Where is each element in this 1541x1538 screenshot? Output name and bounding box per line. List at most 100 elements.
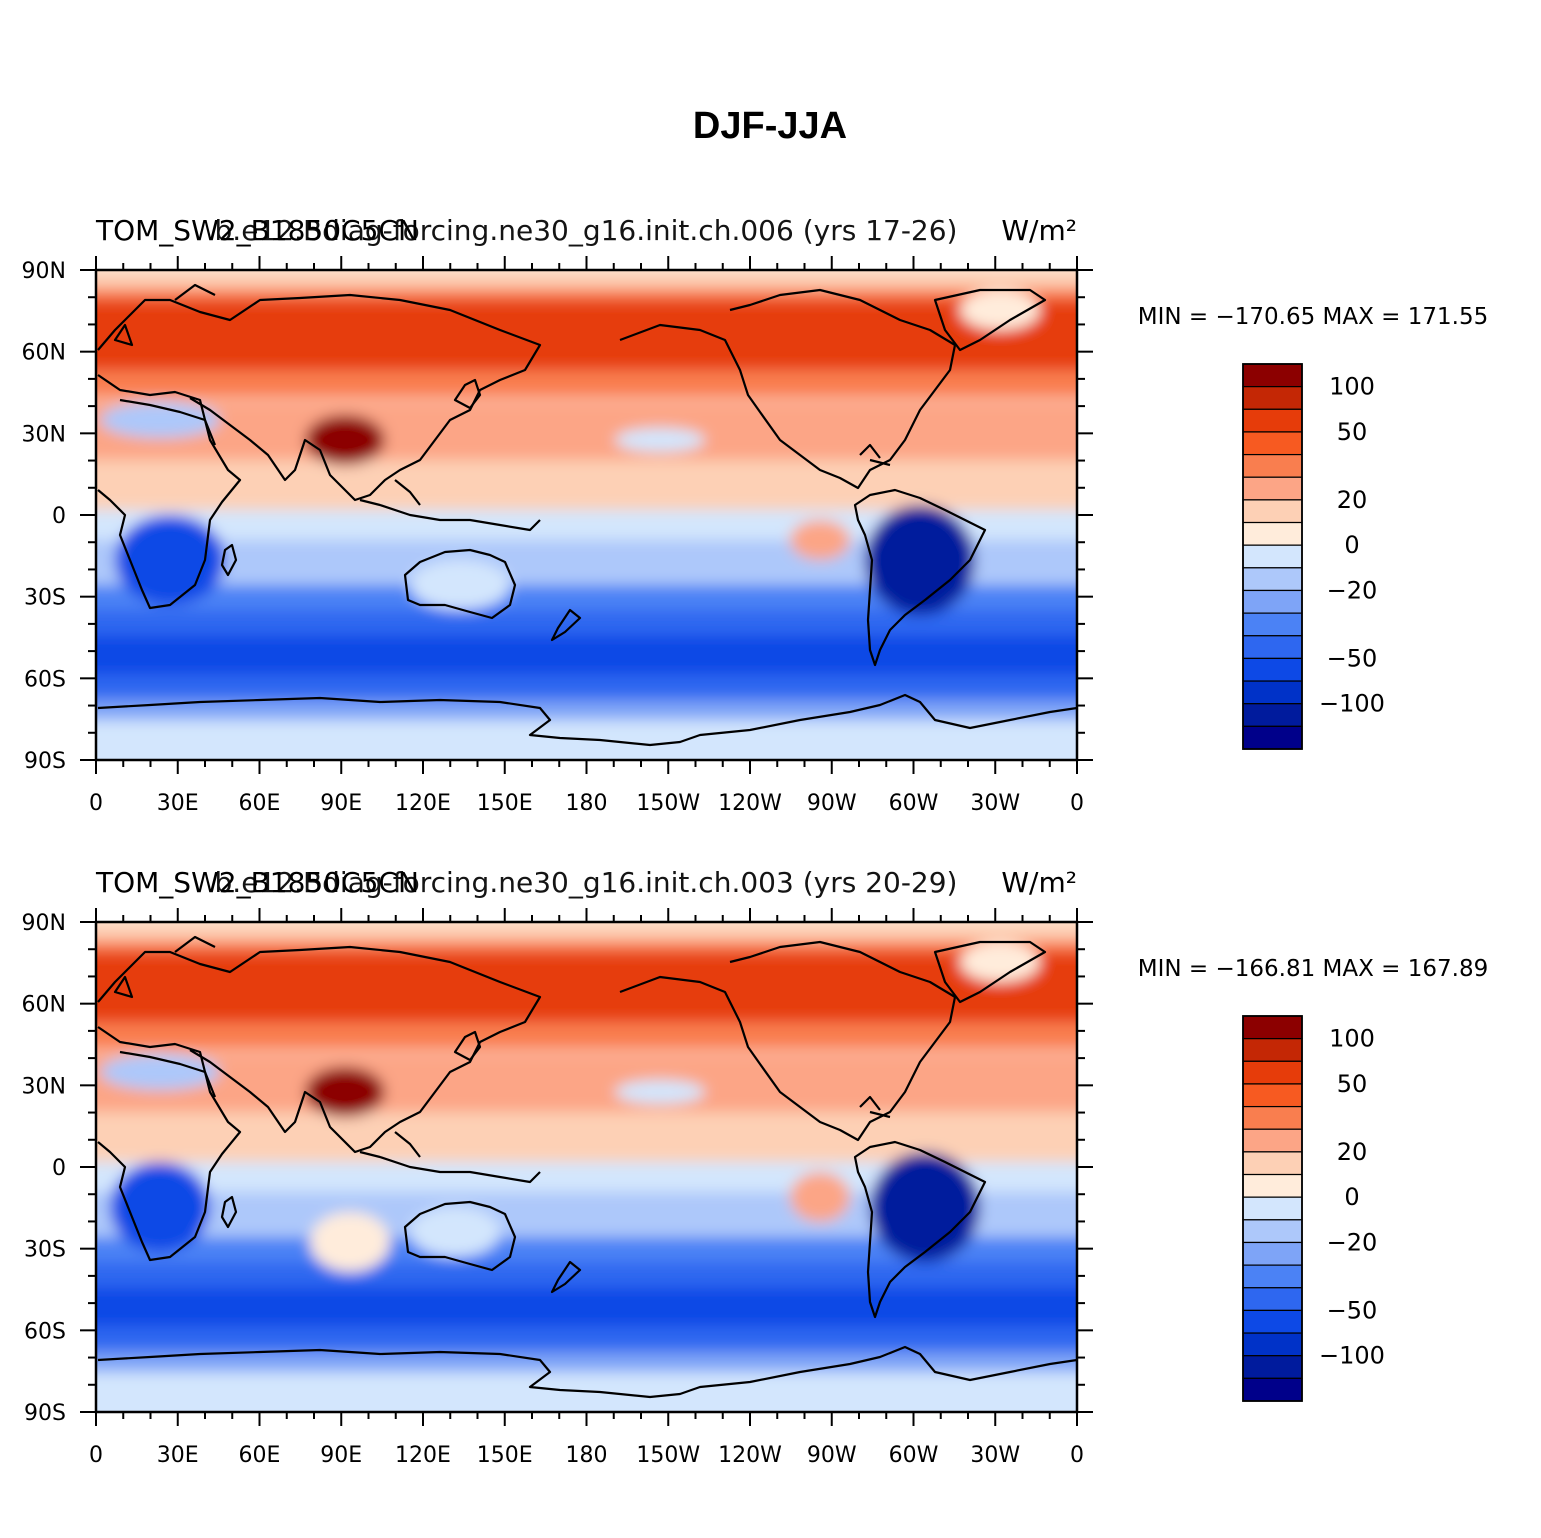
- panel-2-field: [96, 922, 1077, 1412]
- colorbar-box: [1242, 725, 1303, 750]
- colorbar-label: −50: [1327, 644, 1378, 672]
- colorbar-box: [1242, 1196, 1303, 1221]
- lon-tick-label: 60E: [239, 791, 281, 816]
- colorbar-box: [1242, 1173, 1303, 1198]
- colorbar-box: [1242, 1105, 1303, 1130]
- colorbar-label: −20: [1327, 1228, 1378, 1256]
- lon-tick-label: 150W: [636, 791, 700, 816]
- colorbar-box: [1242, 476, 1303, 501]
- map-panel-1: TOM_SW2_B1850C5CN b.e12.Bdiag-forcing.ne…: [22, 214, 1489, 816]
- lon-tick-label: 150W: [636, 1443, 700, 1468]
- colorbar-box: [1242, 1309, 1303, 1334]
- colorbar-box: [1242, 1332, 1303, 1357]
- colorbar-label: 0: [1344, 1183, 1359, 1211]
- lat-tick-label: 90S: [24, 1401, 66, 1426]
- lon-tick-label: 0: [1070, 791, 1084, 816]
- colorbar-box: [1242, 635, 1303, 660]
- lon-tick-label: 90W: [807, 791, 857, 816]
- lon-tick-label: 120E: [395, 791, 451, 816]
- panel-2-center-title: b.e12.Bdiag-forcing.ne30_g16.init.ch.003…: [215, 866, 958, 899]
- panel-1-left-title: TOM_SW2_B1850C5CN: [95, 214, 419, 247]
- colorbar-label: 20: [1337, 1138, 1368, 1166]
- colorbar-box: [1242, 1287, 1303, 1312]
- colorbar-frame: [1242, 363, 1303, 750]
- lat-tick-label: 0: [52, 504, 66, 529]
- colorbar-box: [1242, 431, 1303, 456]
- colorbar-box: [1242, 1241, 1303, 1266]
- colorbar-label: 50: [1337, 418, 1368, 446]
- lon-tick-label: 60W: [889, 791, 939, 816]
- panel-2-colorbar: 100 50 20 0 −20 −50 −100: [1242, 1015, 1385, 1402]
- colorbar-box: [1242, 567, 1303, 592]
- panel-1-axes: 0 30E 60E 90E 120E 150E 180 150W 120W 90W 60W 30W 09…: [22, 256, 1093, 816]
- lat-tick-label: 90S: [24, 749, 66, 774]
- colorbar-label: 0: [1344, 531, 1359, 559]
- lat-tick-label: 90N: [22, 911, 66, 936]
- colorbar-label: −50: [1327, 1296, 1378, 1324]
- lon-tick-label: 0: [89, 791, 103, 816]
- colorbar-box: [1242, 1151, 1303, 1176]
- lat-tick-label: 60N: [22, 993, 66, 1018]
- panel-1-center-title: b.e12.Bdiag-forcing.ne30_g16.init.ch.006…: [215, 214, 958, 247]
- colorbar-frame: [1242, 1015, 1303, 1402]
- colorbar-box: [1242, 1128, 1303, 1153]
- lat-tick-label: 30N: [22, 422, 66, 447]
- colorbar-label: 100: [1329, 373, 1375, 401]
- lat-tick-label: 60N: [22, 341, 66, 366]
- colorbar-box: [1242, 499, 1303, 524]
- panel-1-colorbar: 100 50 20 0 −20 −50 −100: [1242, 363, 1385, 750]
- colorbar-box: [1242, 612, 1303, 637]
- colorbar-box: [1242, 1038, 1303, 1062]
- colorbar-label: −100: [1319, 690, 1385, 718]
- panel-2-units: W/m²: [1001, 866, 1077, 899]
- colorbar-box: [1242, 703, 1303, 727]
- lat-tick-label: 0: [52, 1156, 66, 1181]
- colorbar-box: [1242, 1264, 1303, 1289]
- lon-tick-label: 180: [566, 1443, 608, 1468]
- colorbar-label: 50: [1337, 1070, 1368, 1098]
- panel-2-left-title: TOM_SW2_B1850C5CN: [95, 866, 419, 899]
- colorbar-box: [1242, 657, 1303, 682]
- colorbar-box: [1242, 363, 1303, 388]
- lon-tick-label: 60E: [239, 1443, 281, 1468]
- lon-tick-label: 180: [566, 791, 608, 816]
- lat-tick-label: 90N: [22, 259, 66, 284]
- colorbar-box: [1242, 680, 1303, 705]
- colorbar-box: [1242, 1377, 1303, 1402]
- lat-tick-label: 30S: [24, 1238, 66, 1263]
- panel-1-min-max: MIN = −170.65 MAX = 171.55: [1138, 304, 1489, 330]
- lon-tick-label: 150E: [477, 791, 533, 816]
- lon-tick-label: 60W: [889, 1443, 939, 1468]
- lon-tick-label: 30E: [157, 1443, 199, 1468]
- colorbar-box: [1242, 453, 1303, 478]
- colorbar-box: [1242, 1219, 1303, 1244]
- lon-tick-label: 30W: [970, 1443, 1020, 1468]
- lat-tick-label: 30N: [22, 1074, 66, 1099]
- lon-tick-label: 120E: [395, 1443, 451, 1468]
- colorbar-box: [1242, 589, 1303, 614]
- lon-tick-label: 30W: [970, 791, 1020, 816]
- colorbar-box: [1242, 1060, 1303, 1085]
- colorbar-label: −20: [1327, 576, 1378, 604]
- lon-tick-label: 0: [1070, 1443, 1084, 1468]
- colorbar-label: −100: [1319, 1342, 1385, 1370]
- lon-tick-label: 30E: [157, 791, 199, 816]
- map-panel-2: TOM_SW2_B1850C5CN b.e12.Bdiag-forcing.ne…: [22, 866, 1489, 1468]
- colorbar-box: [1242, 1083, 1303, 1108]
- colorbar-box: [1242, 521, 1303, 546]
- lon-tick-label: 120W: [718, 791, 782, 816]
- colorbar-box: [1242, 1355, 1303, 1379]
- figure-title: DJF-JJA: [693, 105, 847, 147]
- lat-tick-label: 60S: [24, 667, 66, 692]
- lat-tick-label: 60S: [24, 1319, 66, 1344]
- lat-tick-label: 30S: [24, 586, 66, 611]
- lon-tick-label: 0: [89, 1443, 103, 1468]
- lon-tick-label: 120W: [718, 1443, 782, 1468]
- panel-1-field: [96, 270, 1077, 760]
- colorbar-box: [1242, 386, 1303, 410]
- panel-2-axes: 0 30E 60E 90E 120E 150E 180 150W 120W 90W 60W 30W 09…: [22, 908, 1093, 1468]
- colorbar-label: 100: [1329, 1025, 1375, 1053]
- colorbar-label: 20: [1337, 486, 1368, 514]
- panel-1-units: W/m²: [1001, 214, 1077, 247]
